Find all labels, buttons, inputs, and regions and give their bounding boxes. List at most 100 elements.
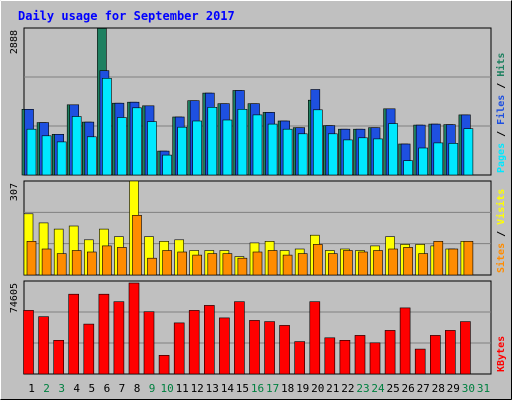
bar-pages-day-20 [312,109,323,176]
bar-pages-day-10 [162,154,172,176]
bar-pages-day-29 [448,143,459,176]
bar-sites-day-undefined [388,248,398,276]
bar-pages-day-30 [463,128,474,176]
bar-sites-day-undefined [177,251,187,276]
legend-kbytes: KBytes [496,336,507,372]
bar-sites-day-undefined [237,257,248,276]
bar-pages-day-2 [41,135,52,176]
chart-title: Daily usage for September 2017 [18,9,235,23]
bar-sites-day-undefined [41,248,52,276]
bar-sites-day-undefined [297,253,308,276]
x-tick-label-day-8: 8 [134,382,141,395]
bar-pages-day-22 [343,139,353,176]
bar-kbytes-day-undefined [53,339,65,375]
bar-pages-day-17 [267,123,278,176]
bar-kbytes-day-undefined [249,320,260,375]
chart-panels: 2888 Pages / Files / Hits 307 Sites / Visit… [9,27,507,375]
bar-kbytes-day-undefined [219,317,230,375]
bar-kbytes-day-undefined [354,335,366,375]
bar-sites-day-undefined [448,248,459,276]
bar-kbytes-day-undefined [158,354,170,375]
x-tick-label-day-2: 2 [43,382,50,395]
y-max-label: 2888 [9,30,20,54]
bar-pages-day-26 [403,160,413,176]
legend-pages: Pages [496,143,507,173]
bar-sites-day-undefined [71,250,82,276]
x-tick-label-day-5: 5 [88,382,95,395]
bar-sites-day-undefined [403,247,413,276]
bar-kbytes-day-undefined [38,316,49,375]
legend-sites: Sites [495,243,507,273]
x-tick-label-day-29: 29 [447,382,460,395]
bar-sites-day-undefined [252,251,263,276]
bar-kbytes-day-undefined [414,348,426,375]
x-tick-label-day-18: 18 [281,382,294,395]
x-tick-label-day-26: 26 [401,382,414,395]
bar-sites-day-undefined [343,250,353,276]
x-tick-label-day-4: 4 [73,382,80,395]
legend-separator: / [496,225,507,243]
x-tick-label-day-3: 3 [58,382,65,395]
bar-kbytes-day-undefined [460,321,471,375]
x-tick-label-day-27: 27 [417,382,430,395]
bar-pages-day-23 [358,137,368,176]
series-legend-label: Pages / Files / Hits [495,53,507,173]
bar-kbytes-day-undefined [294,341,306,375]
bar-pages-day-7 [117,117,127,176]
bar-kbytes-day-undefined [444,330,456,375]
series-legend-label: KBytes [496,336,507,372]
bar-pages-day-14 [222,119,233,176]
x-tick-label-day-19: 19 [296,382,309,395]
x-tick-label-day-22: 22 [341,382,354,395]
x-tick-label-day-17: 17 [266,382,279,395]
bar-sites-day-undefined [327,253,338,276]
bar-pages-day-24 [373,138,383,176]
bar-kbytes-day-undefined [204,305,215,375]
bar-kbytes-day-undefined [384,330,396,375]
bar-pages-day-21 [327,133,338,176]
bar-kbytes-day-undefined [188,310,200,375]
x-tick-label-day-24: 24 [371,382,385,395]
bar-kbytes-day-undefined [309,301,321,375]
x-tick-label-day-31: 31 [477,382,490,395]
bar-kbytes-day-undefined [128,282,140,375]
chart-panel-1: 2888 Pages / Files / Hits [9,27,507,176]
x-tick-label-day-30: 30 [462,382,475,395]
bar-kbytes-day-undefined [98,293,110,375]
bar-sites-day-undefined [373,250,383,276]
x-tick-label-day-12: 12 [191,382,204,395]
bar-pages-day-15 [237,109,248,176]
bar-pages-day-19 [297,133,308,176]
bar-pages-day-8 [132,107,142,176]
y-max-label: 307 [9,183,20,201]
bar-sites-day-undefined [433,241,444,276]
legend-separator: / [496,125,507,143]
bar-sites-day-undefined [56,253,67,276]
x-tick-label-day-14: 14 [221,382,235,395]
bar-sites-day-undefined [222,253,233,276]
x-axis-labels: 1 2 3 4 5 6 7 8 9 10 11 12 13 14 15 16 17 18 19 20 21 22 23 24 2… [28,382,490,395]
bar-sites-day-undefined [267,250,278,276]
bar-sites-day-undefined [117,247,127,276]
legend-hits: Hits [495,53,507,77]
bar-pages-day-11 [177,126,187,176]
bar-pages-day-3 [56,141,67,176]
bar-pages-day-6 [102,78,112,176]
bar-kbytes-day-undefined [369,342,381,375]
bar-sites-day-undefined [162,250,172,276]
bar-kbytes-day-undefined [83,323,95,375]
bar-kbytes-day-undefined [399,307,411,375]
x-tick-label-day-6: 6 [104,382,111,395]
bar-sites-day-undefined [312,244,323,276]
bar-kbytes-day-undefined [324,337,336,375]
bar-sites-day-undefined [282,254,293,276]
bar-sites-day-undefined [87,251,97,276]
bar-kbytes-day-undefined [113,301,125,375]
bar-sites-day-undefined [102,245,112,276]
x-tick-label-day-10: 10 [160,382,173,395]
x-tick-label-day-9: 9 [149,382,156,395]
bar-sites-day-undefined [418,253,429,276]
bar-kbytes-day-undefined [234,301,245,375]
bar-pages-day-28 [433,142,444,176]
